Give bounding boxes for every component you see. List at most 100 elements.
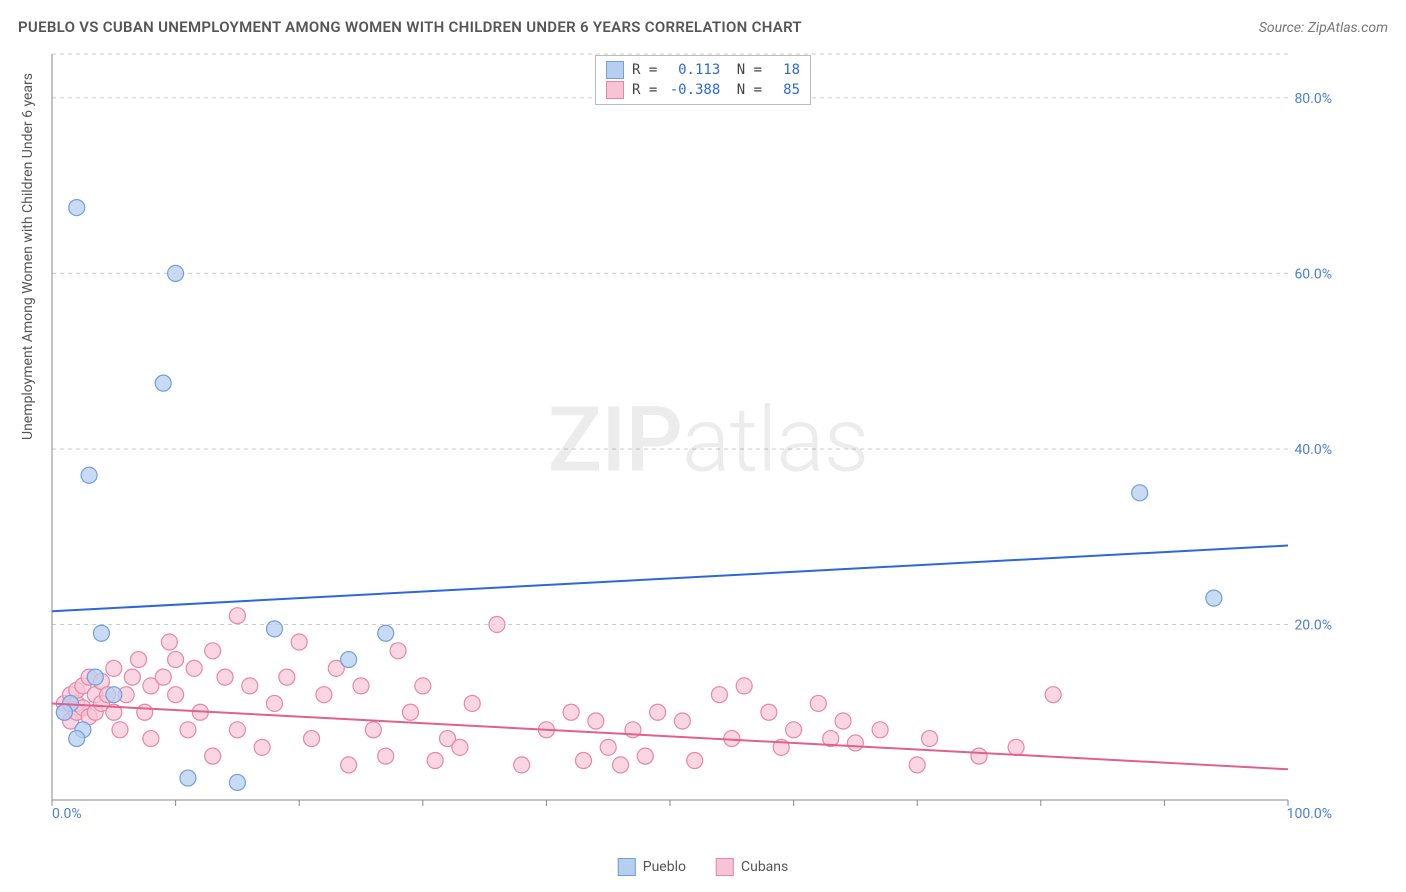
cubans-point: [131, 652, 147, 668]
cubans-point: [637, 748, 653, 764]
cubans-point: [143, 731, 159, 747]
scatter-chart: 20.0% 40.0% 60.0% 80.0% 0.0% 100.0%: [48, 50, 1338, 820]
cubans-point: [588, 713, 604, 729]
y-tick-label: 40.0%: [1294, 442, 1332, 458]
correlation-legend: R = 0.113 N = 18 R = -0.388 N = 85: [595, 55, 811, 105]
chart-area: 20.0%40.0%60.0%80.0%0.0%100.0% ZIPatlas: [48, 50, 1368, 830]
cubans-point: [415, 678, 431, 694]
cubans-point: [971, 748, 987, 764]
cubans-swatch-icon: [716, 858, 734, 876]
pueblo-point: [1132, 485, 1148, 501]
cubans-point: [909, 757, 925, 773]
cubans-point: [1045, 687, 1061, 703]
pueblo-point: [69, 731, 85, 747]
pueblo-point: [229, 774, 245, 790]
legend-label-cubans: Cubans: [741, 859, 788, 875]
pueblo-point: [81, 467, 97, 483]
cubans-point: [378, 748, 394, 764]
pueblo-point: [155, 375, 171, 391]
cubans-point: [291, 634, 307, 650]
n-value-cubans: 85: [770, 82, 800, 98]
cubans-point: [810, 695, 826, 711]
legend-item-pueblo: Pueblo: [618, 858, 686, 876]
cubans-point: [316, 687, 332, 703]
legend-row-cubans: R = -0.388 N = 85: [606, 80, 800, 100]
pueblo-point: [106, 687, 122, 703]
pueblo-swatch: [606, 61, 624, 79]
cubans-swatch: [606, 81, 624, 99]
cubans-point: [137, 704, 153, 720]
cubans-point: [452, 739, 468, 755]
n-value-pueblo: 18: [770, 62, 800, 78]
n-label: N =: [728, 82, 762, 98]
legend-label-pueblo: Pueblo: [643, 859, 686, 875]
cubans-point: [514, 757, 530, 773]
cubans-point: [161, 634, 177, 650]
pueblo-point: [180, 770, 196, 786]
r-value-cubans: -0.388: [665, 82, 720, 98]
chart-title: PUEBLO VS CUBAN UNEMPLOYMENT AMONG WOMEN…: [18, 18, 802, 36]
cubans-point: [229, 722, 245, 738]
cubans-point: [563, 704, 579, 720]
cubans-point: [112, 722, 128, 738]
cubans-point: [835, 713, 851, 729]
source-attribution: Source: ZipAtlas.com: [1259, 20, 1388, 36]
r-label: R =: [632, 82, 657, 98]
cubans-point: [106, 660, 122, 676]
cubans-point: [390, 643, 406, 659]
y-tick-label: 20.0%: [1294, 617, 1332, 633]
pueblo-point: [87, 669, 103, 685]
cubans-point: [650, 704, 666, 720]
cubans-point: [687, 753, 703, 769]
series-legend: Pueblo Cubans: [618, 858, 789, 876]
cubans-point: [736, 678, 752, 694]
y-tick-label: 60.0%: [1294, 266, 1332, 282]
cubans-point: [922, 731, 938, 747]
cubans-point: [600, 739, 616, 755]
cubans-point: [353, 678, 369, 694]
pueblo-point: [341, 652, 357, 668]
cubans-point: [575, 753, 591, 769]
cubans-point: [786, 722, 802, 738]
cubans-point: [341, 757, 357, 773]
cubans-point: [847, 735, 863, 751]
cubans-point: [168, 652, 184, 668]
pueblo-swatch-icon: [618, 858, 636, 876]
cubans-point: [402, 704, 418, 720]
n-label: N =: [728, 62, 762, 78]
cubans-point: [711, 687, 727, 703]
cubans-point: [464, 695, 480, 711]
y-axis-label: Unemployment Among Women with Children U…: [20, 73, 36, 440]
y-tick-label: 80.0%: [1294, 91, 1332, 107]
cubans-point: [205, 643, 221, 659]
cubans-point: [872, 722, 888, 738]
r-label: R =: [632, 62, 657, 78]
pueblo-trendline: [52, 545, 1288, 611]
cubans-point: [124, 669, 140, 685]
cubans-point: [1008, 739, 1024, 755]
legend-item-cubans: Cubans: [716, 858, 788, 876]
cubans-point: [229, 608, 245, 624]
cubans-point: [761, 704, 777, 720]
pueblo-point: [69, 200, 85, 216]
pueblo-point: [1206, 590, 1222, 606]
legend-row-pueblo: R = 0.113 N = 18: [606, 60, 800, 80]
x-min-label: 0.0%: [52, 806, 82, 820]
pueblo-point: [266, 621, 282, 637]
cubans-point: [205, 748, 221, 764]
x-max-label: 100.0%: [1287, 806, 1332, 820]
cubans-point: [279, 669, 295, 685]
cubans-point: [155, 669, 171, 685]
pueblo-point: [93, 625, 109, 641]
pueblo-point: [378, 625, 394, 641]
r-value-pueblo: 0.113: [665, 62, 720, 78]
cubans-point: [365, 722, 381, 738]
pueblo-point: [168, 265, 184, 281]
cubans-point: [427, 753, 443, 769]
cubans-point: [489, 616, 505, 632]
chart-header: PUEBLO VS CUBAN UNEMPLOYMENT AMONG WOMEN…: [18, 18, 1388, 36]
cubans-point: [254, 739, 270, 755]
cubans-point: [168, 687, 184, 703]
pueblo-point: [56, 704, 72, 720]
cubans-point: [217, 669, 233, 685]
